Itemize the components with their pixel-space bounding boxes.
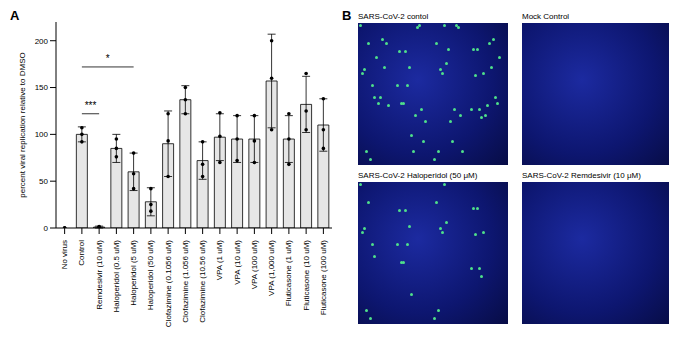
html-text:A: A — [10, 8, 20, 23]
svg-text:Remdesivir (10 uM): Remdesivir (10 uM) — [95, 240, 104, 310]
html-text:SARS-CoV-2 Haloperidol (50 μM): SARS-CoV-2 Haloperidol (50 μM) — [358, 171, 478, 180]
html-text:SARS-CoV-2 Remdesivir (10 μM): SARS-CoV-2 Remdesivir (10 μM) — [522, 171, 641, 180]
svg-text:Fluticasone (100 uM): Fluticasone (100 uM) — [319, 240, 328, 315]
svg-text:Haloperidol (0.5 uM): Haloperidol (0.5 uM) — [112, 240, 121, 313]
svg-text:Control: Control — [77, 240, 86, 266]
html-text:B: B — [342, 8, 352, 23]
svg-text:Fluticasone (1 uM): Fluticasone (1 uM) — [284, 240, 293, 307]
svg-text:percent viral replication rela: percent viral replication relative to DM… — [18, 52, 27, 197]
svg-text:Clofazimine (10.56 uM): Clofazimine (10.56 uM) — [198, 240, 207, 323]
svg-text:150: 150 — [35, 83, 49, 92]
svg-text:Haloperidol (5 uM): Haloperidol (5 uM) — [129, 240, 138, 306]
svg-text:VPA (100 uM): VPA (100 uM) — [250, 240, 259, 290]
svg-text:50: 50 — [39, 177, 48, 186]
svg-text:No virus: No virus — [60, 240, 69, 269]
svg-text:VPA (10 uM): VPA (10 uM) — [233, 240, 242, 285]
svg-text:0: 0 — [44, 224, 49, 233]
html-text:SARS-CoV-2 contol: SARS-CoV-2 contol — [358, 12, 429, 21]
svg-text:Clofazimine (1.056 uM): Clofazimine (1.056 uM) — [181, 240, 190, 323]
html-text:Mock Control: Mock Control — [522, 12, 570, 21]
svg-text:VPA (1 uM): VPA (1 uM) — [215, 240, 224, 281]
svg-text:Fluticasone (10 uM): Fluticasone (10 uM) — [302, 240, 311, 311]
svg-text:Haloperidol (50 uM): Haloperidol (50 uM) — [146, 240, 155, 311]
svg-text:200: 200 — [35, 37, 49, 46]
svg-text:VPA (1,000 uM): VPA (1,000 uM) — [267, 240, 276, 296]
svg-text:*: * — [106, 53, 110, 64]
svg-text:100: 100 — [35, 130, 49, 139]
svg-text:Clofazimine (0.1056 uM): Clofazimine (0.1056 uM) — [164, 240, 173, 327]
svg-text:***: *** — [85, 100, 97, 111]
